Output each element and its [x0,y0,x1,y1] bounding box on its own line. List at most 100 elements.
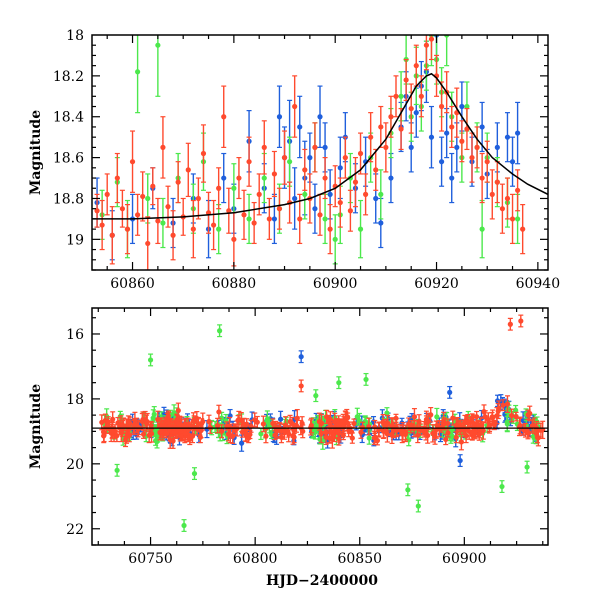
data-point-group [216,404,222,420]
data-point [109,427,115,433]
data-point [175,407,181,414]
data-point-group [278,431,285,444]
data-point-group [509,408,515,423]
data-point [224,423,230,429]
data-point-group [271,150,277,198]
data-point [340,432,346,439]
data-point [449,124,455,130]
data-point [504,401,511,407]
y-tick-label: 16 [66,327,84,343]
data-point-group [175,402,181,419]
data-point [261,144,267,150]
x-tick-label: 60920 [414,276,459,292]
data-point-group [500,399,506,412]
data-point [251,220,257,226]
data-point-group [474,126,480,169]
data-point [261,175,267,181]
data-point-group [263,428,269,444]
data-point [290,433,296,439]
data-point-group [274,422,280,439]
data-point [308,422,314,429]
data-point [190,226,196,232]
data-point-group [499,183,505,234]
data-point-group [231,212,237,267]
data-point [135,212,141,218]
data-point [322,144,328,150]
data-point [441,418,447,424]
data-point [449,175,455,181]
data-point-group [292,167,298,230]
data-point [384,410,390,416]
data-point [500,402,506,408]
data-point [336,418,342,424]
data-point-group [246,136,252,187]
data-point-group [428,105,435,169]
data-point-group [332,412,338,431]
data-point-group [517,416,523,435]
data-point [445,420,451,427]
data-point [216,226,222,232]
data-point [454,144,460,150]
y-tick-label: 18.2 [53,69,84,85]
outlier-point [298,350,304,364]
data-point-group [327,204,333,255]
data-point [408,144,414,150]
data-point [227,432,233,438]
data-point [378,220,384,226]
data-point [298,383,304,389]
y-tick-label: 20 [66,457,84,473]
data-point-group [292,75,298,138]
data-point [476,431,482,438]
y-tick-label: 18.4 [53,110,84,126]
data-point [515,130,521,136]
data-point-group [352,157,359,208]
data-point [292,195,298,202]
data-point [526,430,532,436]
data-point [142,417,148,423]
data-point [99,222,105,228]
data-point [438,424,445,431]
data-point-group [297,193,303,245]
outlier-point [313,389,319,403]
data-point [160,220,166,226]
data-point-group [221,152,227,204]
data-point [150,183,156,189]
data-point-group [239,434,245,452]
data-point-group [195,177,201,220]
data-point [231,236,237,242]
data-point-group [489,411,495,423]
y-tick-label: 18 [66,28,84,44]
data-point [494,179,500,185]
data-point [124,226,131,232]
data-point [464,103,470,110]
data-point [398,93,404,99]
x-tick-label: 60940 [516,276,561,292]
data-point-group [398,107,404,151]
data-point [524,464,530,470]
data-point [99,419,105,425]
outlier-point [191,467,198,481]
y-tick-label: 18 [66,392,84,408]
data-point [271,171,277,177]
data-point-group [204,420,210,439]
data-point-group [534,431,540,444]
data-point [479,226,485,232]
data-point [347,208,353,214]
data-point [260,421,266,427]
data-point [125,418,131,424]
data-point-group [504,177,511,220]
data-point [298,354,304,360]
data-point [509,412,515,419]
data-point [383,144,389,150]
x-tick-label: 60880 [212,276,257,292]
data-point-group [378,169,384,220]
data-point-group [449,152,455,204]
data-point [445,430,451,436]
data-point [489,414,495,420]
data-point [118,430,124,436]
x-tick-label: 60750 [128,551,173,567]
data-point-group [423,35,429,71]
data-point [200,150,207,157]
data-point [345,415,351,421]
